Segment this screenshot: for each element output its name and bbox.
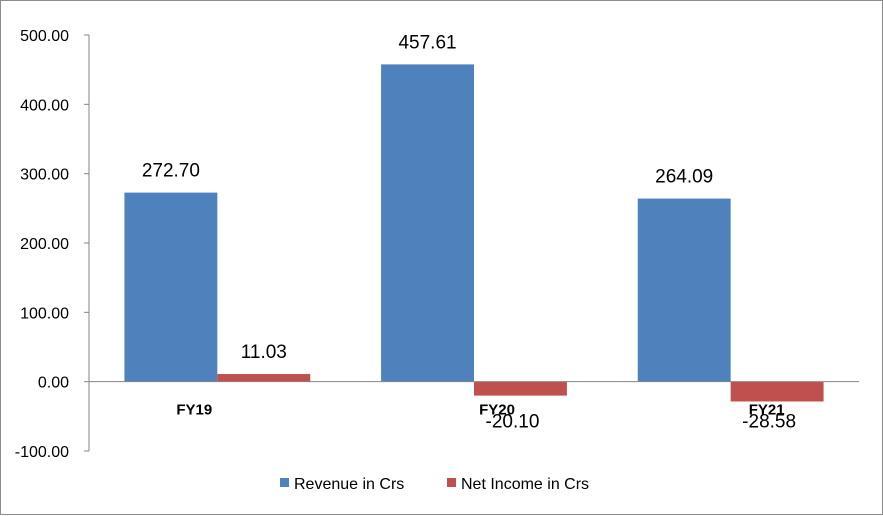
data-label: -28.58 [742, 412, 796, 433]
y-axis-ticks: 500.00 400.00 300.00 200.00 100.00 0.00 -100.0… [15, 28, 89, 461]
x-tick-label: FY21 [749, 402, 785, 419]
y-tick-label: 0.00 [38, 375, 69, 392]
y-tick-label: 100.00 [20, 305, 69, 322]
x-axis-categories: FY19 FY20 FY21 [176, 402, 784, 419]
legend-label: Revenue in Crs [294, 476, 404, 493]
x-tick-label: FY20 [479, 402, 515, 419]
data-label: 272.70 [142, 161, 200, 182]
y-tick-label: 300.00 [20, 167, 69, 184]
bar-net-income-in-crs-fy21 [730, 381, 824, 402]
y-tick-label: 400.00 [20, 97, 69, 114]
x-tick-label: FY19 [176, 402, 212, 419]
y-tick-label: -100.00 [15, 444, 69, 461]
bar-net-income-in-crs-fy20 [474, 381, 567, 396]
y-tick-label: 500.00 [20, 28, 69, 45]
legend-label: Net Income in Crs [461, 476, 589, 493]
bar-revenue-in-crs-fy19 [124, 192, 218, 382]
data-labels: 272.70 11.03 457.61 -20.10 264.09 -28.58 [142, 32, 796, 432]
legend-swatch [280, 478, 289, 487]
data-label: 457.61 [398, 32, 456, 53]
legend: Revenue in Crs Net Income in Crs [280, 476, 589, 493]
y-tick-label: 200.00 [20, 236, 69, 253]
data-label: 11.03 [241, 342, 287, 363]
data-label: -20.10 [486, 412, 540, 433]
data-label: 264.09 [655, 167, 713, 188]
legend-swatch [447, 478, 456, 487]
bar-net-income-in-crs-fy19 [217, 374, 311, 382]
bar-revenue-in-crs-fy20 [381, 64, 474, 382]
bars [124, 64, 824, 402]
bar-revenue-in-crs-fy21 [637, 198, 731, 382]
